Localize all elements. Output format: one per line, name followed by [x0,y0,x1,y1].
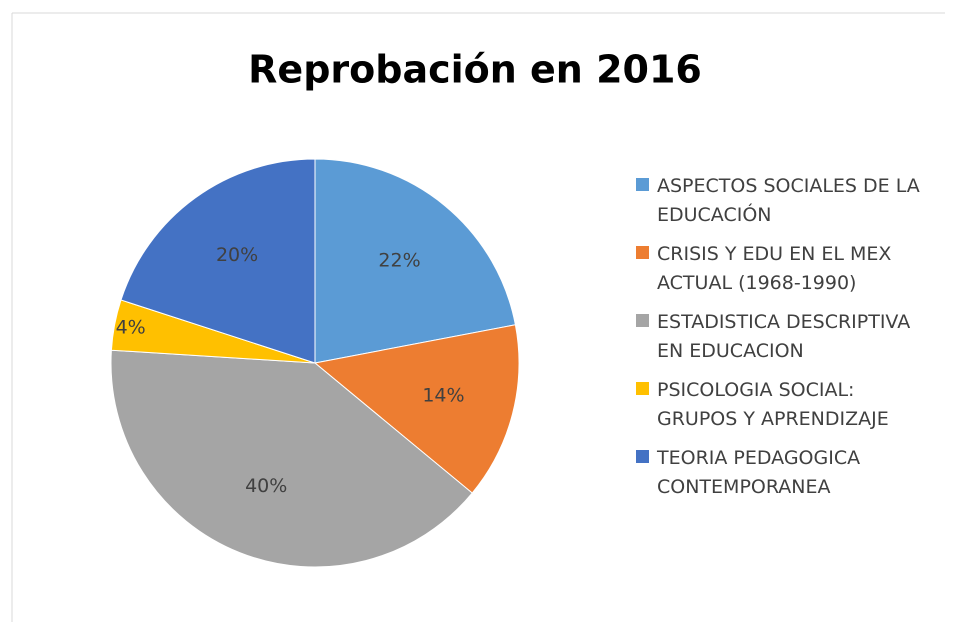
data-label: 14% [422,384,464,406]
data-label: 22% [378,249,420,271]
legend-item: ASPECTOS SOCIALES DE LA EDUCACIÓN [636,172,936,230]
legend-label: PSICOLOGIA SOCIAL: GRUPOS Y APRENDIZAJE [657,379,889,430]
legend-item: TEORIA PEDAGOGICA CONTEMPORANEA [636,444,936,502]
legend-item: CRISIS Y EDU EN EL MEX ACTUAL (1968-1990… [636,240,936,298]
legend-swatch [636,450,649,463]
legend-swatch [636,178,649,191]
data-label: 4% [116,316,146,338]
legend-swatch [636,246,649,259]
legend-label: TEORIA PEDAGOGICA CONTEMPORANEA [657,447,861,498]
pie-slice [314,158,516,364]
data-label: 20% [216,244,258,266]
pie-slice [120,158,316,364]
chart-title: Reprobación en 2016 [248,48,702,92]
pie-slice [313,324,520,494]
legend-swatch [636,314,649,327]
legend-swatch [636,382,649,395]
legend-label: ESTADISTICA DESCRIPTIVA EN EDUCACION [657,311,911,362]
legend-item: ESTADISTICA DESCRIPTIVA EN EDUCACION [636,308,936,366]
legend-label: CRISIS Y EDU EN EL MEX ACTUAL (1968-1990… [657,243,892,294]
data-label: 40% [245,475,287,497]
pie-slice [110,349,473,568]
legend-item: PSICOLOGIA SOCIAL: GRUPOS Y APRENDIZAJE [636,376,936,434]
legend: ASPECTOS SOCIALES DE LA EDUCACIÓN CRISIS … [636,172,936,512]
legend-label: ASPECTOS SOCIALES DE LA EDUCACIÓN [657,175,920,226]
